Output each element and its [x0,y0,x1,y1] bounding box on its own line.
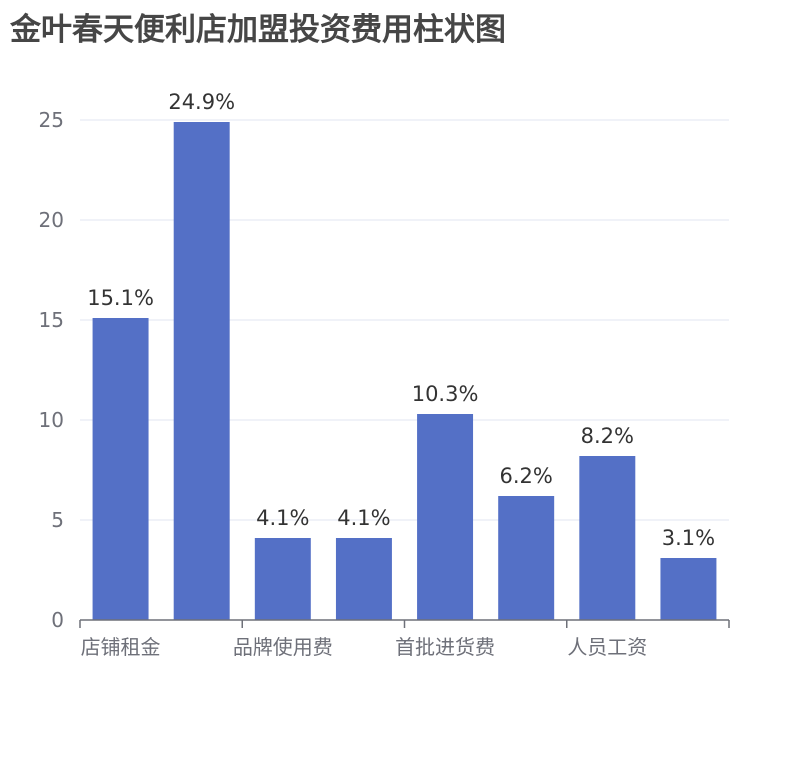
data-labels: 15.1% 24.9% 4.1% 4.1% 10.3% 6.2% 8.2% 3.1% [87,90,715,550]
bar [417,414,474,620]
y-tick-label: 5 [51,508,64,532]
bar [498,496,555,620]
x-tick-label: 首批进货费 [395,635,495,659]
data-label: 6.2% [500,464,553,488]
bar [660,558,717,620]
y-tick-label: 25 [39,108,64,132]
data-label: 15.1% [87,286,154,310]
bars [92,122,717,620]
data-label: 8.2% [581,424,634,448]
data-label: 3.1% [662,526,715,550]
y-tick-label: 20 [39,208,64,232]
x-tick-label: 人员工资 [567,635,647,659]
x-tick-label: 品牌使用费 [233,635,333,659]
chart-title: 金叶春天便利店加盟投资费用柱状图 [10,12,506,48]
x-tick-label: 店铺租金 [81,635,161,659]
x-axis [79,619,730,628]
y-tick-label: 15 [39,308,64,332]
bar [173,122,230,620]
y-tick-label: 0 [51,608,64,632]
bar [92,318,149,620]
bar [254,538,311,620]
data-label: 4.1% [337,506,390,530]
data-label: 24.9% [168,90,235,114]
data-label: 10.3% [412,382,479,406]
data-label: 4.1% [256,506,309,530]
bar [579,456,636,620]
y-axis-tick-labels: 0 5 10 15 20 25 [39,108,64,632]
x-axis-tick-labels: 店铺租金 品牌使用费 首批进货费 人员工资 [81,635,648,659]
y-tick-label: 10 [39,408,64,432]
bar [335,538,392,620]
